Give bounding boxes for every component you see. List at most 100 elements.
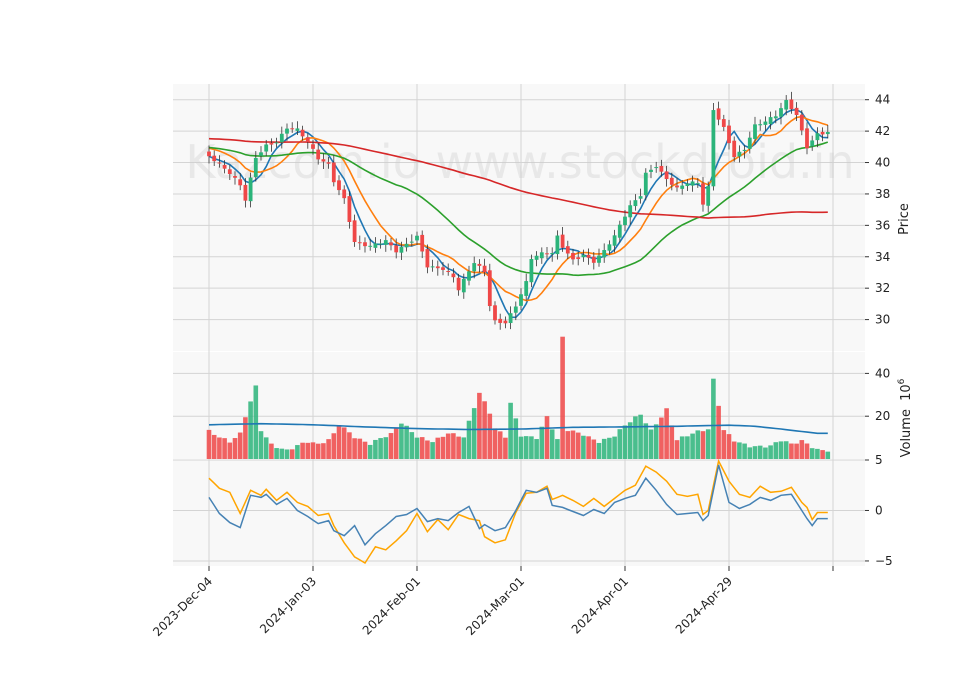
volume-bar — [638, 414, 643, 459]
volume-bar — [825, 451, 831, 459]
volume-bar — [513, 418, 519, 459]
candle-body — [482, 265, 487, 273]
grid-lines — [173, 84, 865, 566]
candle-body — [534, 255, 539, 260]
price-axis-label: Price — [897, 203, 912, 235]
candle-body — [383, 240, 388, 245]
candle-body — [295, 128, 300, 131]
volume-bar — [659, 417, 664, 459]
candle-body — [628, 205, 633, 218]
volume-bar — [217, 437, 222, 459]
volume-tick-label: 40 — [875, 366, 890, 380]
volume-bar — [596, 442, 602, 459]
candle-body — [602, 250, 607, 258]
volume-axis-label-text: Volume — [899, 409, 914, 457]
x-tick-label: 2024-Apr-01 — [569, 574, 631, 636]
volume-bar — [373, 439, 378, 459]
oscillator-tick-label: −5 — [875, 554, 893, 568]
candle-body — [789, 99, 794, 110]
candle-body — [576, 257, 581, 260]
volume-bar — [341, 427, 347, 459]
panel-backgrounds — [173, 84, 865, 566]
volume-bar — [295, 445, 300, 459]
oscillator-lines — [208, 458, 828, 565]
volume-bar — [227, 442, 233, 459]
volume-bar — [409, 432, 415, 459]
candle-body — [784, 100, 789, 110]
candle-body — [617, 224, 622, 238]
volume-bar — [820, 450, 825, 459]
volume-bar — [263, 437, 269, 459]
volume-bar — [237, 432, 243, 459]
candle-body — [659, 165, 664, 172]
candle-body — [539, 252, 544, 259]
volume-bar — [685, 436, 690, 459]
candle-body — [264, 144, 269, 152]
candle-body — [222, 165, 227, 169]
volume-bar — [549, 429, 555, 459]
price-tick-label: 40 — [875, 156, 890, 170]
volume-bar — [747, 447, 753, 459]
candle-body — [207, 151, 211, 157]
ma-mid-line — [208, 115, 829, 302]
volume-bar — [378, 438, 383, 459]
x-tick-label: 2024-Jan-03 — [257, 574, 319, 636]
volume-bar — [232, 438, 238, 459]
volume-bar — [622, 425, 628, 459]
x-tick-label: 2024-Mar-01 — [463, 574, 527, 638]
volume-bar — [575, 432, 581, 459]
candle-body — [747, 137, 752, 149]
candle-body — [680, 185, 685, 189]
candle-body — [623, 216, 627, 226]
volume-bar — [617, 429, 623, 459]
price-tick-label: 32 — [875, 281, 890, 295]
volume-bar — [248, 401, 253, 459]
candle-body — [212, 155, 217, 162]
volume-bar — [737, 442, 742, 459]
candle-body — [643, 172, 648, 196]
volume-bar — [539, 426, 545, 459]
candle-body — [633, 200, 638, 207]
candle-body — [763, 121, 768, 125]
candle-body — [321, 159, 326, 162]
volume-tick-label: 20 — [875, 409, 890, 423]
volume-bar — [726, 434, 732, 459]
volume-bar — [310, 442, 316, 459]
volume-bar — [315, 443, 321, 459]
candle-body — [513, 306, 518, 313]
volume-bar — [445, 433, 451, 459]
candle-body — [227, 169, 232, 175]
volume-bar — [705, 429, 711, 459]
candle-body — [248, 177, 253, 202]
volume-bar — [357, 438, 363, 459]
candle-body — [794, 107, 799, 116]
candle-body — [612, 235, 617, 246]
volume-bar — [529, 436, 534, 459]
volume-bar — [331, 433, 337, 459]
candle-body — [238, 179, 243, 186]
volume-bar — [253, 385, 259, 459]
candle-body — [742, 149, 747, 151]
price-panel — [173, 84, 865, 351]
candle-body — [727, 125, 731, 144]
candle-body — [300, 129, 305, 137]
candle-body — [316, 149, 321, 160]
candle-body — [716, 108, 721, 120]
candle-body — [753, 124, 757, 139]
candle-body — [389, 242, 393, 246]
candlesticks — [207, 91, 830, 330]
candle-body — [721, 119, 726, 127]
candle-body — [779, 108, 783, 117]
candle-body — [586, 254, 591, 258]
oscillator-main-line — [208, 464, 828, 547]
x-tick-label: 2024-Feb-01 — [360, 574, 423, 637]
candle-body — [487, 270, 492, 307]
volume-bar — [425, 440, 430, 459]
volume-average-line — [208, 422, 828, 435]
volume-bar — [773, 442, 779, 459]
volume-bar — [414, 437, 420, 459]
volume-bar — [607, 437, 612, 459]
volume-bar — [487, 413, 493, 459]
candle-body — [347, 196, 352, 222]
candle-body — [737, 151, 742, 157]
